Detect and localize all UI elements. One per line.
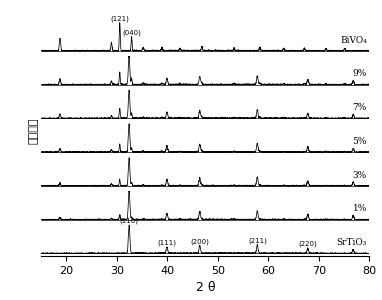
Text: (200): (200) xyxy=(190,238,209,244)
Text: (110): (110) xyxy=(120,218,139,224)
Text: (220): (220) xyxy=(298,241,317,247)
Text: 1%: 1% xyxy=(353,204,367,213)
Text: 5%: 5% xyxy=(352,137,367,146)
Text: (211): (211) xyxy=(248,238,267,244)
Text: (111): (111) xyxy=(157,240,176,246)
Y-axis label: 相对强度: 相对强度 xyxy=(29,118,39,144)
Text: 3%: 3% xyxy=(353,171,367,180)
Text: SrTiO₃: SrTiO₃ xyxy=(337,238,367,247)
Text: 9%: 9% xyxy=(353,69,367,78)
Text: (040): (040) xyxy=(122,29,141,36)
Text: BiVO₄: BiVO₄ xyxy=(340,36,367,45)
X-axis label: 2 θ: 2 θ xyxy=(196,281,215,294)
Text: (121): (121) xyxy=(110,15,129,22)
Text: 7%: 7% xyxy=(353,103,367,112)
